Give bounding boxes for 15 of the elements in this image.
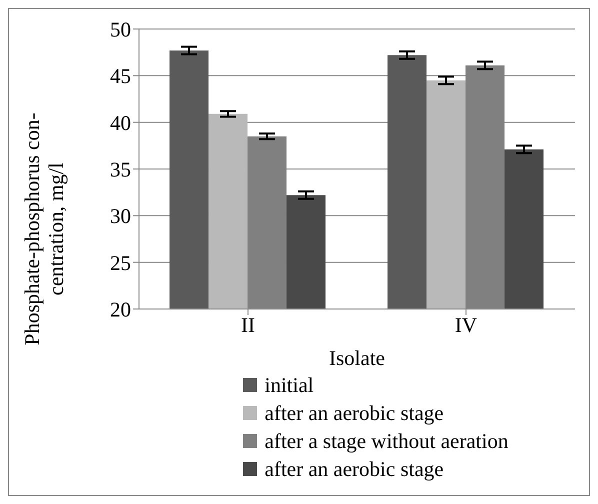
x-tick-label: IV: [454, 312, 478, 337]
y-tick-label: 35: [110, 157, 131, 182]
y-axis-title: Phosphate-phosphorus con- centration, mg/l: [20, 112, 68, 346]
legend-label: after an aerobic stage: [264, 456, 444, 483]
y-tick-label: 25: [110, 250, 131, 275]
legend-label: after an aerobic stage: [264, 400, 444, 427]
y-tick-label: 30: [110, 204, 131, 228]
y-tick-label: 20: [110, 297, 131, 322]
x-axis-title: Isolate: [329, 346, 385, 370]
x-tick-label: II: [241, 312, 255, 337]
y-tick-label: 50: [110, 17, 131, 42]
legend-label: initial: [264, 372, 314, 399]
legend-label: after a stage without aeration: [264, 428, 508, 455]
y-tick-label: 45: [110, 64, 131, 88]
y-tick-label: 40: [110, 110, 131, 135]
